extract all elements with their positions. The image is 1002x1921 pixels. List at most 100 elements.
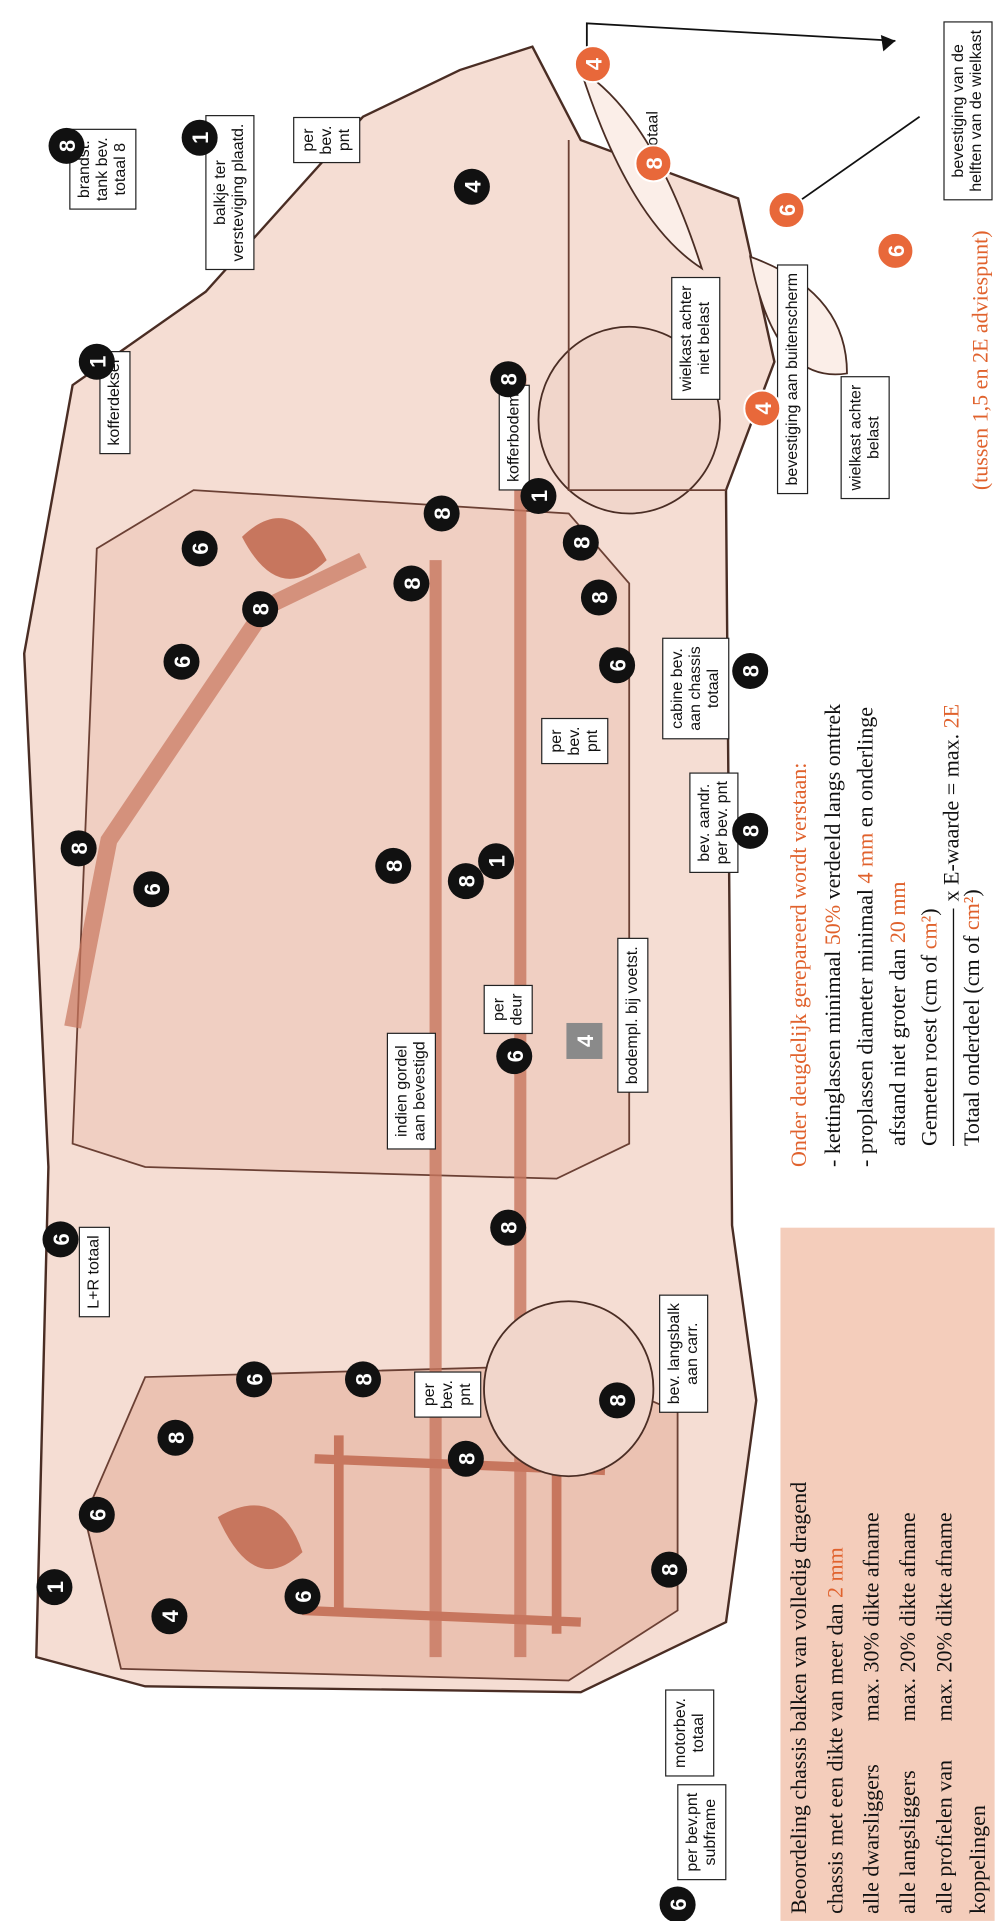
badge: 8 [651, 1552, 687, 1588]
row-item: alle profielen van [931, 1760, 956, 1914]
label-text: belast [865, 416, 882, 459]
text-segment: chassis met een dikte van meer dan [822, 1598, 847, 1914]
text-segment: 4 mm [853, 833, 878, 884]
row-item: alle dwarsliggers [859, 1764, 884, 1914]
badge: 8 [345, 1361, 381, 1397]
badge: 6 [133, 871, 169, 907]
badge-number: 8 [382, 860, 407, 872]
badge: 4 [151, 1598, 187, 1634]
badge-number: 8 [587, 591, 612, 603]
label-text: motorbev. [672, 1698, 689, 1768]
badge: 6 [496, 1038, 532, 1074]
badge-number: 6 [503, 1050, 528, 1062]
assessment-box [780, 1228, 994, 1921]
label-text: per [548, 729, 565, 753]
label-text: wielkast achter [678, 285, 695, 392]
badge: 8 [581, 580, 617, 616]
badge-number: 8 [55, 140, 80, 152]
label-text: subframe [702, 1799, 719, 1866]
label: cabine bev.aan chassistotaal [663, 638, 729, 739]
badge-number: 6 [140, 883, 165, 895]
badge: 8 [61, 830, 97, 866]
badge: 8 [563, 525, 599, 561]
badge-number: 6 [85, 1509, 110, 1521]
badge-number: 8 [739, 825, 764, 837]
leader [787, 117, 920, 210]
label: wielkast achterbelast [841, 377, 889, 499]
label-text: L+R totaal [86, 1235, 103, 1308]
label: motorbev.totaal [666, 1690, 714, 1776]
badge-number: 8 [642, 157, 667, 169]
badge: 8 [242, 591, 278, 627]
assessment-subtitle: chassis met een dikte van meer dan 2 mm [822, 1547, 847, 1914]
badge-number: 6 [666, 1898, 691, 1910]
criteria-line: - proplassen diameter minimaal 4 mm en o… [853, 707, 878, 1167]
label-text: bevestiging aan buitenscherm [784, 273, 801, 486]
label-text: pnt [457, 1383, 474, 1406]
formula-denominator: Totaal onderdeel (cm of cm²) [959, 889, 984, 1146]
badge: 6 [182, 530, 218, 566]
badge-number: 8 [400, 577, 425, 589]
badge-number: 6 [170, 656, 195, 668]
badge-number: 8 [352, 1373, 377, 1385]
label: perbev.pnt [294, 118, 360, 163]
page: {"labels":[ {"lines":["per bev.pnt","sub… [0, 0, 1002, 1921]
text-segment: afstand niet groter dan [885, 943, 910, 1146]
badge: 8 [448, 863, 484, 899]
label-text: totaal [705, 669, 722, 708]
text-segment: cm² [917, 915, 942, 949]
text-segment: 50% [820, 905, 845, 945]
label-text: pnt [584, 729, 601, 752]
badge: 8 [49, 128, 85, 164]
label-text: indien gordel [394, 1045, 411, 1137]
arrow [587, 23, 896, 52]
label: perdeur [484, 985, 532, 1033]
criteria-note: (tussen 1,5 en 2E adviespunt) [968, 230, 993, 490]
row-item: alle dwarsliggers [859, 1764, 884, 1914]
label: indien gordelaan bevestigd [387, 1033, 435, 1149]
badge: 6 [164, 644, 200, 680]
badge: 8 [393, 566, 429, 602]
formula-numerator: Gemeten roest (cm of cm²) [917, 908, 942, 1146]
criteria-line: afstand niet groter dan 20 mm [885, 881, 910, 1146]
badge: 1 [478, 843, 514, 879]
text-segment: - proplassen diameter minimaal [853, 884, 878, 1167]
criteria-line: - kettinglassen minimaal 50% verdeeld la… [820, 704, 845, 1167]
row-item: alle profielen van [931, 1760, 956, 1914]
badge: 8 [490, 1210, 526, 1246]
square-badge-text: 4 [573, 1034, 598, 1047]
badge-number: 1 [485, 855, 510, 867]
formula-denominator: Totaal onderdeel (cm of cm²) [959, 889, 984, 1146]
label-text: pnt [336, 128, 353, 151]
badge: 6 [599, 647, 635, 683]
assessment-title: Beoordeling chassis balken van volledig … [786, 1482, 811, 1914]
label-text: per [421, 1382, 438, 1406]
label-text: totaal [690, 1713, 707, 1752]
label-text: bev. [318, 126, 335, 155]
badge-number: 1 [43, 1581, 68, 1593]
label: kofferbodem [499, 385, 529, 490]
badge: 8 [424, 495, 460, 531]
badge-number: 6 [49, 1233, 74, 1245]
label: bev. aandr.per bev. pnt [690, 773, 738, 872]
badge-number: 8 [569, 537, 594, 549]
text-segment: 2 mm [822, 1547, 847, 1598]
badge: 4 [744, 390, 780, 426]
label-text: bev. [439, 1380, 456, 1409]
row-limit: max. 30% dikte afname [859, 1512, 884, 1721]
badge-number: 1 [527, 490, 552, 502]
badge-number: 4 [581, 57, 606, 70]
badge-number: 1 [188, 132, 213, 144]
label-text: bev. aandr. [696, 784, 713, 862]
row-limit: max. 20% dikte afname [931, 1512, 956, 1721]
label-text: tank bev. [94, 137, 111, 201]
badge: 6 [43, 1221, 79, 1257]
assessment-title: Beoordeling chassis balken van volledig … [786, 1482, 811, 1914]
badge: 8 [599, 1382, 635, 1418]
badge-number: 8 [497, 1222, 522, 1234]
badge-number: 8 [497, 373, 522, 385]
label-text: balkje ter [212, 159, 229, 225]
criteria-note: (tussen 1,5 en 2E adviespunt) [968, 230, 993, 490]
